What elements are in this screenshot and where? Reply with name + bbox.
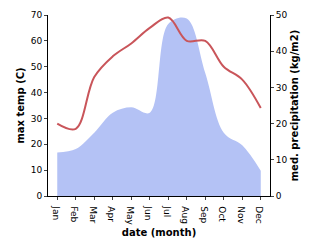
svg-text:10: 10: [276, 155, 288, 165]
svg-text:Mar: Mar: [88, 206, 98, 223]
svg-text:60: 60: [31, 36, 43, 46]
svg-text:Jun: Jun: [143, 205, 153, 220]
svg-text:date (month): date (month): [122, 227, 196, 238]
svg-text:Sep: Sep: [199, 206, 209, 223]
svg-text:0: 0: [36, 191, 42, 201]
svg-text:10: 10: [31, 165, 43, 175]
svg-text:20: 20: [31, 139, 43, 149]
svg-text:40: 40: [31, 88, 43, 98]
svg-text:Jan: Jan: [51, 205, 61, 220]
svg-text:20: 20: [276, 119, 288, 129]
svg-text:May: May: [125, 206, 135, 225]
svg-text:50: 50: [31, 62, 43, 72]
svg-text:30: 30: [276, 83, 288, 93]
svg-text:Oct: Oct: [217, 206, 227, 222]
svg-text:Apr: Apr: [106, 206, 116, 222]
svg-text:Nov: Nov: [236, 206, 246, 224]
svg-text:Feb: Feb: [69, 206, 79, 222]
svg-text:70: 70: [31, 10, 43, 20]
svg-text:30: 30: [31, 114, 43, 124]
svg-text:40: 40: [276, 46, 288, 56]
svg-text:0: 0: [276, 191, 282, 201]
svg-text:Jul: Jul: [162, 205, 172, 217]
svg-text:med. precipitation (kg/m2): med. precipitation (kg/m2): [289, 30, 300, 182]
svg-text:50: 50: [276, 10, 288, 20]
svg-text:max temp (C): max temp (C): [15, 67, 26, 143]
svg-text:Aug: Aug: [180, 206, 190, 224]
svg-text:Dec: Dec: [254, 206, 264, 223]
